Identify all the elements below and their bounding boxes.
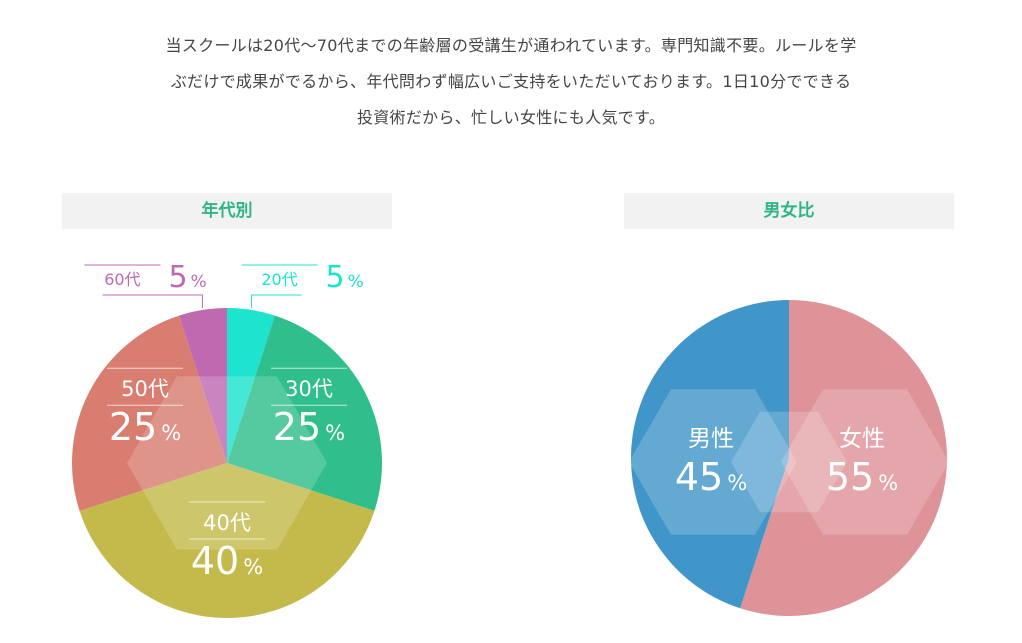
age-slice-2-name: 40代: [203, 511, 251, 535]
gender-slice-1-name: 男性: [688, 426, 734, 452]
gender-hexagon-left: [629, 389, 797, 535]
age-hexagon-overlay: [127, 376, 327, 550]
age-slice-3-value: 25%: [109, 405, 181, 449]
age-slice-2-value: 40%: [191, 539, 263, 583]
age-slice-1: [227, 315, 382, 511]
gender-hexagon-center: [731, 411, 847, 513]
gender-slice-0-name: 女性: [839, 426, 885, 452]
age-slice-4-callout-name: 60代: [104, 270, 140, 289]
age-slice-4-callout-leader: [102, 294, 203, 308]
age-slice-1-name: 30代: [285, 377, 333, 401]
age-slice-0-callout-value: 5%: [326, 260, 364, 295]
gender-slice-1-label: 男性 45%: [675, 426, 747, 499]
age-slice-4-callout-value: 5%: [168, 260, 206, 295]
gender-chart-title: 男女比: [624, 193, 954, 229]
intro-line-1: 当スクールは20代〜70代までの年齢層の受講生が通われています。専門知識不要。ル…: [165, 36, 857, 55]
gender-slice-1: [631, 300, 789, 609]
age-slice-3-name: 50代: [121, 377, 169, 401]
age-slice-3: [71, 315, 227, 511]
gender-slice-0: [740, 300, 948, 616]
age-slice-1-value: 25%: [273, 405, 345, 449]
intro-line-2: ぶだけで成果がでるから、年代問わず幅広いご支持をいただいております。1日10分で…: [170, 72, 852, 91]
age-slice-4: [179, 308, 227, 463]
intro-line-3: 投資術だから、忙しい女性にも人気です。: [356, 108, 666, 127]
age-slice-4-callout: 60代 5%: [84, 260, 207, 308]
age-slice-0: [227, 308, 275, 463]
age-chart-title: 年代別: [62, 193, 392, 229]
age-slice-0-callout: 20代 5%: [241, 260, 364, 308]
intro-text: 当スクールは20代〜70代までの年齢層の受講生が通われています。専門知識不要。ル…: [0, 28, 1022, 136]
gender-slice-0-label: 女性 55%: [826, 426, 898, 499]
age-slice-0-callout-leader: [251, 294, 302, 308]
gender-hexagon-right: [781, 389, 949, 535]
gender-slice-1-value: 45%: [675, 455, 747, 499]
gender-slice-0-value: 55%: [826, 455, 898, 499]
age-slice-0-callout-name: 20代: [261, 270, 297, 289]
age-slice-2: [79, 463, 375, 618]
